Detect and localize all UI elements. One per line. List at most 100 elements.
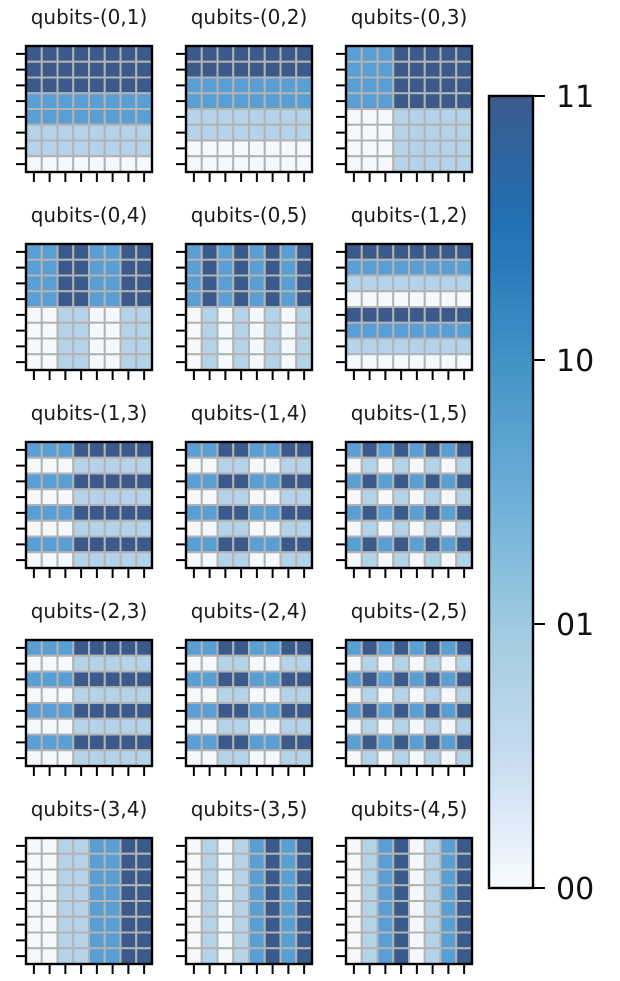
heatmap-cell	[88, 639, 106, 657]
heatmap-cell	[216, 947, 235, 965]
heatmap-cell	[423, 258, 442, 277]
heatmap-cell	[263, 76, 282, 95]
heatmap-cell	[423, 274, 442, 293]
heatmap-cell	[216, 441, 235, 459]
heatmap-cell	[455, 441, 473, 459]
heatmap-cell	[40, 837, 59, 855]
heatmap-cell	[200, 654, 219, 673]
heatmap-cell	[248, 551, 266, 569]
heatmap-cell	[360, 884, 379, 902]
heatmap-cell	[295, 45, 313, 63]
heatmap-cell	[392, 337, 410, 356]
heatmap-cell	[263, 441, 282, 459]
heatmap-cell	[423, 686, 442, 704]
heatmap-cell	[345, 749, 363, 767]
heatmap-cell	[345, 472, 363, 491]
heatmap-cell	[345, 504, 363, 522]
heatmap-cell	[360, 504, 379, 522]
heatmap-cell	[135, 321, 153, 340]
heatmap-cell	[40, 749, 59, 767]
heatmap-cell	[56, 884, 75, 902]
panel-title: qubits-(1,3)	[31, 401, 148, 425]
heatmap-cell	[119, 258, 138, 277]
panel-frame	[184, 638, 314, 768]
heatmap-cell	[88, 92, 106, 110]
heatmap-cell	[25, 686, 43, 704]
heatmap-cell	[408, 884, 426, 902]
heatmap-cell	[376, 837, 395, 855]
heatmap-cell	[423, 717, 442, 736]
heatmap-cell	[40, 535, 59, 554]
heatmap-cell	[279, 337, 298, 356]
heatmap-cell	[345, 274, 363, 293]
heatmap-cell	[408, 60, 426, 79]
heatmap-cell	[216, 274, 235, 293]
panel-title: qubits-(3,4)	[31, 797, 148, 821]
heatmap-cell	[248, 749, 266, 767]
heatmap-cell	[360, 306, 379, 324]
heatmap-cell	[360, 60, 379, 79]
heatmap-cell	[408, 686, 426, 704]
heatmap-cell	[135, 654, 153, 673]
heatmap-cell	[392, 868, 410, 887]
heatmap-cell	[119, 488, 138, 506]
heatmap-cell	[376, 243, 395, 261]
heatmap-cell	[376, 749, 395, 767]
heatmap-cell	[263, 837, 282, 855]
heatmap-cell	[439, 155, 458, 173]
heatmap-cell	[408, 108, 426, 126]
heatmap-cell	[40, 92, 59, 110]
panel-frame	[24, 44, 154, 174]
heatmap-cell	[279, 92, 298, 110]
heatmap-cell	[345, 900, 363, 918]
heatmap-cell	[88, 258, 106, 277]
heatmap-cell	[263, 353, 282, 371]
heatmap-cell	[119, 123, 138, 142]
heatmap-cell	[295, 868, 313, 887]
heatmap-cell	[216, 258, 235, 277]
heatmap-cell	[408, 92, 426, 110]
heatmap-cell	[295, 535, 313, 554]
heatmap-cell	[248, 45, 266, 63]
heatmap-cell	[25, 717, 43, 736]
heatmap-cell	[72, 306, 90, 324]
colorbar-tick-label: 10	[556, 344, 594, 379]
heatmap-cell	[423, 353, 442, 371]
heatmap-cell	[25, 243, 43, 261]
heatmap-cell	[200, 456, 219, 475]
heatmap-cell	[392, 353, 410, 371]
heatmap-cell	[439, 488, 458, 506]
panel-frame	[344, 44, 474, 174]
heatmap-cell	[103, 108, 122, 126]
heatmap-cell	[376, 868, 395, 887]
heatmap-cell	[345, 702, 363, 720]
heatmap-cell	[232, 306, 250, 324]
heatmap-cell	[185, 155, 203, 173]
heatmap-cell	[376, 686, 395, 704]
heatmap-cell	[295, 931, 313, 950]
heatmap-cell	[72, 686, 90, 704]
heatmap-cell	[263, 472, 282, 491]
heatmap-cell	[263, 123, 282, 142]
heatmap-cell	[455, 519, 473, 538]
heatmap-cell	[423, 456, 442, 475]
heatmap-cell	[72, 504, 90, 522]
heatmap-cell	[455, 639, 473, 657]
heatmap-cell	[360, 733, 379, 752]
heatmap-cell	[200, 551, 219, 569]
heatmap-cell	[439, 504, 458, 522]
heatmap-cell	[40, 290, 59, 308]
heatmap-panel: qubits-(0,5)	[176, 203, 314, 380]
heatmap-cell	[119, 551, 138, 569]
heatmap-cell	[439, 702, 458, 720]
heatmap-cell	[25, 915, 43, 934]
heatmap-cell	[200, 884, 219, 902]
heatmap-cell	[455, 45, 473, 63]
heatmap-cell	[376, 306, 395, 324]
heatmap-cell	[345, 155, 363, 173]
heatmap-cell	[408, 441, 426, 459]
heatmap-cell	[295, 733, 313, 752]
heatmap-cell	[376, 76, 395, 95]
heatmap-cell	[232, 488, 250, 506]
